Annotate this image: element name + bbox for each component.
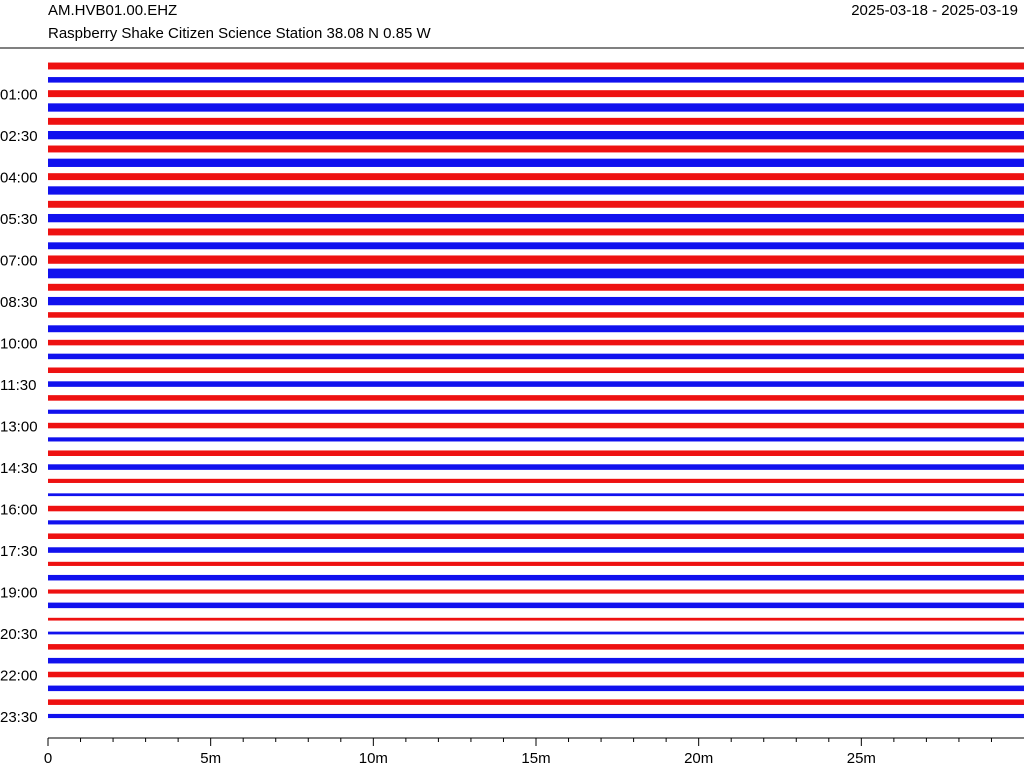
trace <box>48 117 1024 125</box>
trace <box>48 699 1024 705</box>
trace <box>48 631 1024 635</box>
trace <box>48 283 1024 291</box>
x-tick-label: 10m <box>359 750 388 767</box>
x-tick-label: 5m <box>200 750 221 767</box>
time-label: 19:00 <box>0 585 38 602</box>
trace <box>48 77 1024 83</box>
time-label: 14:30 <box>0 460 38 477</box>
trace <box>48 437 1024 442</box>
trace <box>48 464 1024 470</box>
trace <box>48 644 1024 650</box>
trace <box>48 713 1024 719</box>
trace <box>48 90 1024 98</box>
time-label: 08:30 <box>0 294 38 311</box>
trace <box>48 505 1024 512</box>
time-label: 13:00 <box>0 419 38 436</box>
x-tick-label: 25m <box>847 750 876 767</box>
time-label: 20:30 <box>0 626 38 643</box>
trace <box>48 200 1024 208</box>
time-label: 17:30 <box>0 543 38 560</box>
trace <box>48 255 1024 264</box>
trace <box>48 228 1024 236</box>
trace <box>48 395 1024 401</box>
x-tick-label: 15m <box>521 750 550 767</box>
time-label: 11:30 <box>0 377 36 394</box>
date-range: 2025-03-18 - 2025-03-19 <box>851 2 1018 19</box>
trace <box>48 62 1024 70</box>
station-description: Raspberry Shake Citizen Science Station … <box>48 25 432 42</box>
trace <box>48 242 1024 250</box>
trace <box>48 561 1024 566</box>
trace <box>48 145 1024 153</box>
trace <box>48 339 1024 346</box>
trace <box>48 657 1024 664</box>
trace <box>48 671 1024 678</box>
trace <box>48 602 1024 609</box>
x-tick-label: 0 <box>44 750 52 767</box>
trace <box>48 103 1024 112</box>
trace <box>48 268 1024 279</box>
time-label: 01:00 <box>0 87 38 104</box>
time-label: 16:00 <box>0 502 38 519</box>
time-label: 05:30 <box>0 211 38 228</box>
time-label: 04:00 <box>0 170 38 187</box>
trace <box>48 296 1024 306</box>
trace <box>48 422 1024 429</box>
trace <box>48 173 1024 181</box>
trace <box>48 520 1024 525</box>
time-label: 22:00 <box>0 667 38 684</box>
trace <box>48 450 1024 456</box>
time-label: 07:00 <box>0 253 38 270</box>
trace <box>48 533 1024 539</box>
trace <box>48 131 1024 140</box>
trace <box>48 547 1024 553</box>
trace <box>48 312 1024 318</box>
trace <box>48 478 1024 483</box>
trace <box>48 617 1024 621</box>
trace <box>48 493 1024 497</box>
trace <box>48 381 1024 387</box>
time-label: 10:00 <box>0 336 38 353</box>
trace <box>48 685 1024 692</box>
time-label: 23:30 <box>0 709 38 726</box>
station-code: AM.HVB01.00.EHZ <box>48 2 177 19</box>
trace <box>48 158 1024 167</box>
time-label: 02:30 <box>0 128 38 145</box>
trace <box>48 353 1024 360</box>
trace <box>48 589 1024 594</box>
trace <box>48 186 1024 195</box>
trace <box>48 409 1024 414</box>
trace <box>48 367 1024 374</box>
x-tick-label: 20m <box>684 750 713 767</box>
trace <box>48 574 1024 581</box>
trace <box>48 213 1024 223</box>
trace <box>48 325 1024 333</box>
